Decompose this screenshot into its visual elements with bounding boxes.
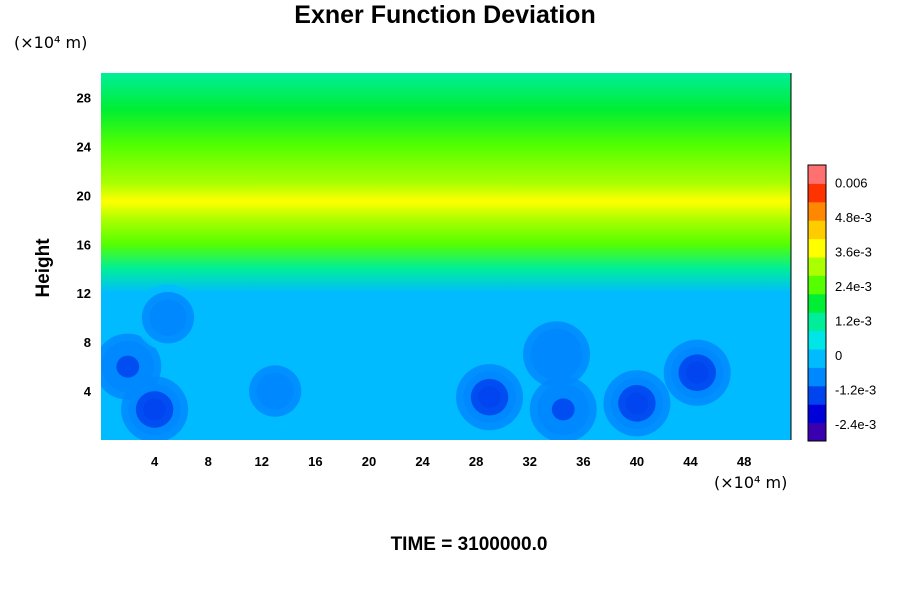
x-tick-label: 12	[255, 454, 269, 469]
x-tick-label: 20	[362, 454, 376, 469]
colorbar-segment	[808, 349, 826, 368]
minimum-feature	[603, 370, 671, 437]
colorbar-tick-label: 0	[835, 348, 842, 363]
minimum-feature	[134, 284, 202, 351]
x-tick-label: 24	[415, 454, 430, 469]
contour-band	[143, 398, 166, 421]
colorbar-segment	[808, 165, 826, 184]
colorbar-segment	[808, 404, 826, 424]
contour-band	[685, 361, 709, 384]
y-tick-label: 12	[77, 286, 91, 301]
colorbar-tick-label: 0.006	[835, 175, 868, 190]
time-label: TIME = 3100000.0	[391, 534, 548, 555]
colorbar-segment	[808, 183, 826, 203]
minimum-feature	[241, 358, 309, 425]
y-ticks: 4 8 12 16 20 24 28	[77, 90, 92, 399]
colorbar-segment	[808, 293, 826, 313]
y-tick-label: 8	[84, 335, 91, 350]
x-tick-label: 48	[737, 454, 751, 469]
minima-layer	[101, 284, 731, 440]
contour-band	[263, 380, 287, 403]
y-tick-label: 20	[77, 188, 91, 203]
colorbar-segment	[808, 385, 826, 405]
colorbar-tick-label: 1.2e-3	[835, 313, 872, 328]
colorbar-segment	[808, 257, 826, 276]
minimum-feature	[663, 339, 731, 406]
contour-band	[625, 392, 649, 415]
minimum-feature	[523, 321, 591, 388]
colorbar-tick-label: 3.6e-3	[835, 244, 872, 259]
colorbar-segment	[808, 238, 826, 258]
minimum-feature	[121, 376, 189, 440]
colorbar-segment	[808, 220, 826, 240]
contour-band	[156, 306, 180, 329]
minimum-feature	[456, 364, 524, 431]
contour-band	[478, 386, 501, 409]
colorbar-segment	[808, 330, 826, 350]
x-tick-label: 40	[630, 454, 644, 469]
colorbar-segment	[808, 312, 826, 332]
minimum-feature	[529, 376, 597, 440]
colorbar-segment	[808, 201, 826, 221]
colorbar-tick-label: -1.2e-3	[835, 382, 876, 397]
plot-area	[101, 73, 791, 440]
x-tick-label: 32	[523, 454, 537, 469]
y-axis-label: Height	[33, 238, 54, 298]
colorbar-tick-label: 2.4e-3	[835, 279, 872, 294]
x-tick-label: 28	[469, 454, 483, 469]
y-tick-label: 4	[84, 384, 92, 399]
colorbar-segment	[808, 275, 826, 295]
x-tick-label: 16	[308, 454, 322, 469]
colorbar-segment	[808, 422, 826, 442]
y-tick-label: 16	[77, 237, 91, 252]
y-tick-label: 24	[77, 139, 92, 154]
colorbar-frame	[807, 164, 827, 442]
colorbar-ticks: 0.006 4.8e-3 3.6e-3 2.4e-3 1.2e-3 0 -1.2e-3 -2.…	[835, 175, 876, 432]
x-tick-label: 8	[205, 454, 212, 469]
colorbar-tick-label: 4.8e-3	[835, 210, 872, 225]
x-ticks: 4 8 12 16 20 24 28 32 36 40 44 48	[151, 454, 751, 469]
x-tick-label: 36	[576, 454, 590, 469]
x-unit-label: (×10⁴ m)	[714, 473, 787, 492]
colorbar	[807, 164, 827, 442]
x-tick-label: 4	[151, 454, 159, 469]
y-unit-label: (×10⁴ m)	[14, 33, 87, 52]
y-tick-label: 28	[77, 90, 91, 105]
contour-band	[545, 343, 568, 366]
chart-title: Exner Function Deviation	[294, 1, 595, 29]
contour-band	[116, 355, 140, 378]
x-tick-label: 44	[683, 454, 698, 469]
colorbar-tick-label: -2.4e-3	[835, 417, 876, 432]
contour-band	[551, 398, 575, 421]
colorbar-segment	[808, 367, 826, 387]
